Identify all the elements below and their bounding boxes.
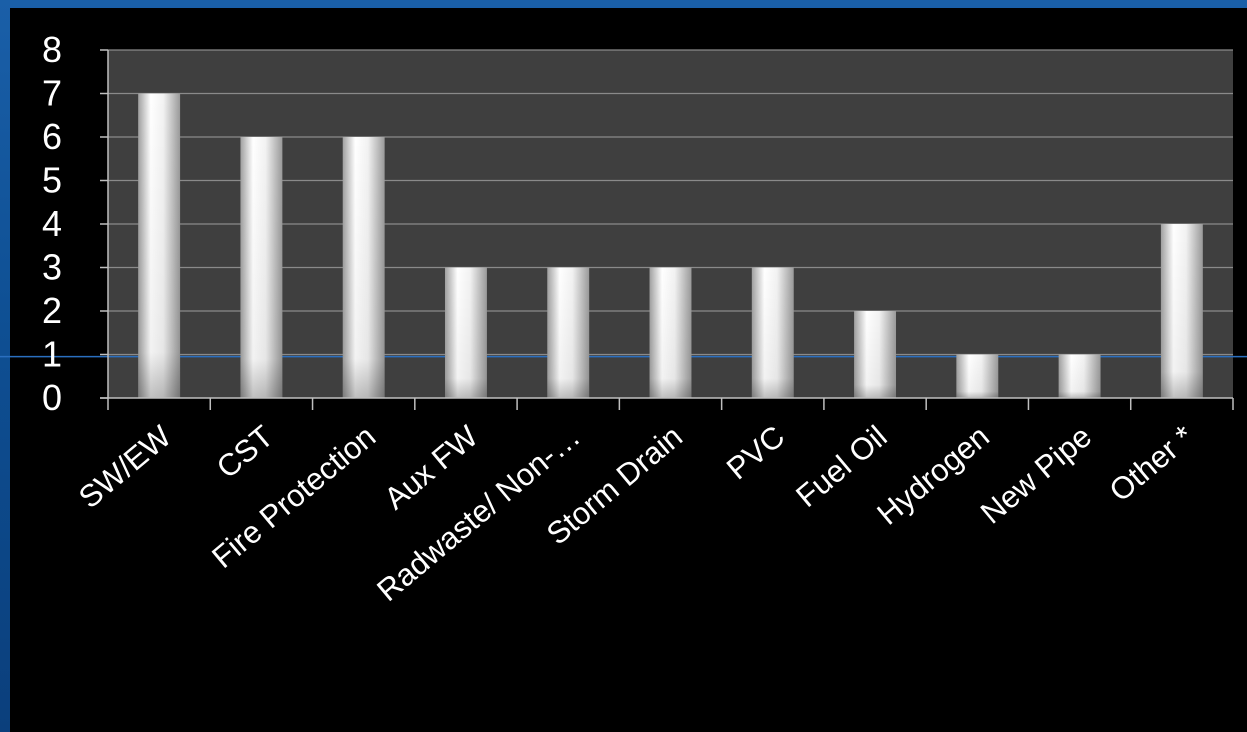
- y-tick-label: 5: [42, 160, 62, 201]
- y-tick-label: 7: [42, 73, 62, 114]
- x-tick-label: SW/EW: [72, 418, 178, 515]
- bar-shading: [1160, 224, 1203, 398]
- y-tick-label: 1: [42, 334, 62, 375]
- y-tick-label: 2: [42, 290, 62, 331]
- y-tick-label: 6: [42, 116, 62, 157]
- gridlines: [0, 49, 1247, 358]
- y-tick-label: 0: [42, 377, 62, 418]
- bar-shading: [649, 267, 692, 398]
- y-tick-label: 3: [42, 247, 62, 288]
- x-tick-label: Other *: [1103, 419, 1201, 509]
- bar-shading: [956, 354, 999, 398]
- axes: [100, 49, 1234, 410]
- bar-shading: [444, 267, 487, 398]
- x-tick-label: Hydrogen: [870, 419, 995, 532]
- y-tick-label: 4: [42, 203, 62, 244]
- bars: [138, 93, 1203, 398]
- x-tick-label: PVC: [720, 419, 791, 487]
- bar-shading: [1058, 354, 1101, 398]
- bar-shading: [240, 137, 283, 398]
- x-tick-label: New Pipe: [974, 419, 1098, 531]
- x-tick-label: CST: [210, 419, 280, 486]
- bar-shading: [547, 267, 590, 398]
- y-tick-label: 8: [42, 29, 62, 70]
- bar-shading: [342, 137, 385, 398]
- bar-shading: [751, 267, 794, 398]
- bar-shading: [854, 311, 897, 398]
- bar-shading: [138, 93, 181, 398]
